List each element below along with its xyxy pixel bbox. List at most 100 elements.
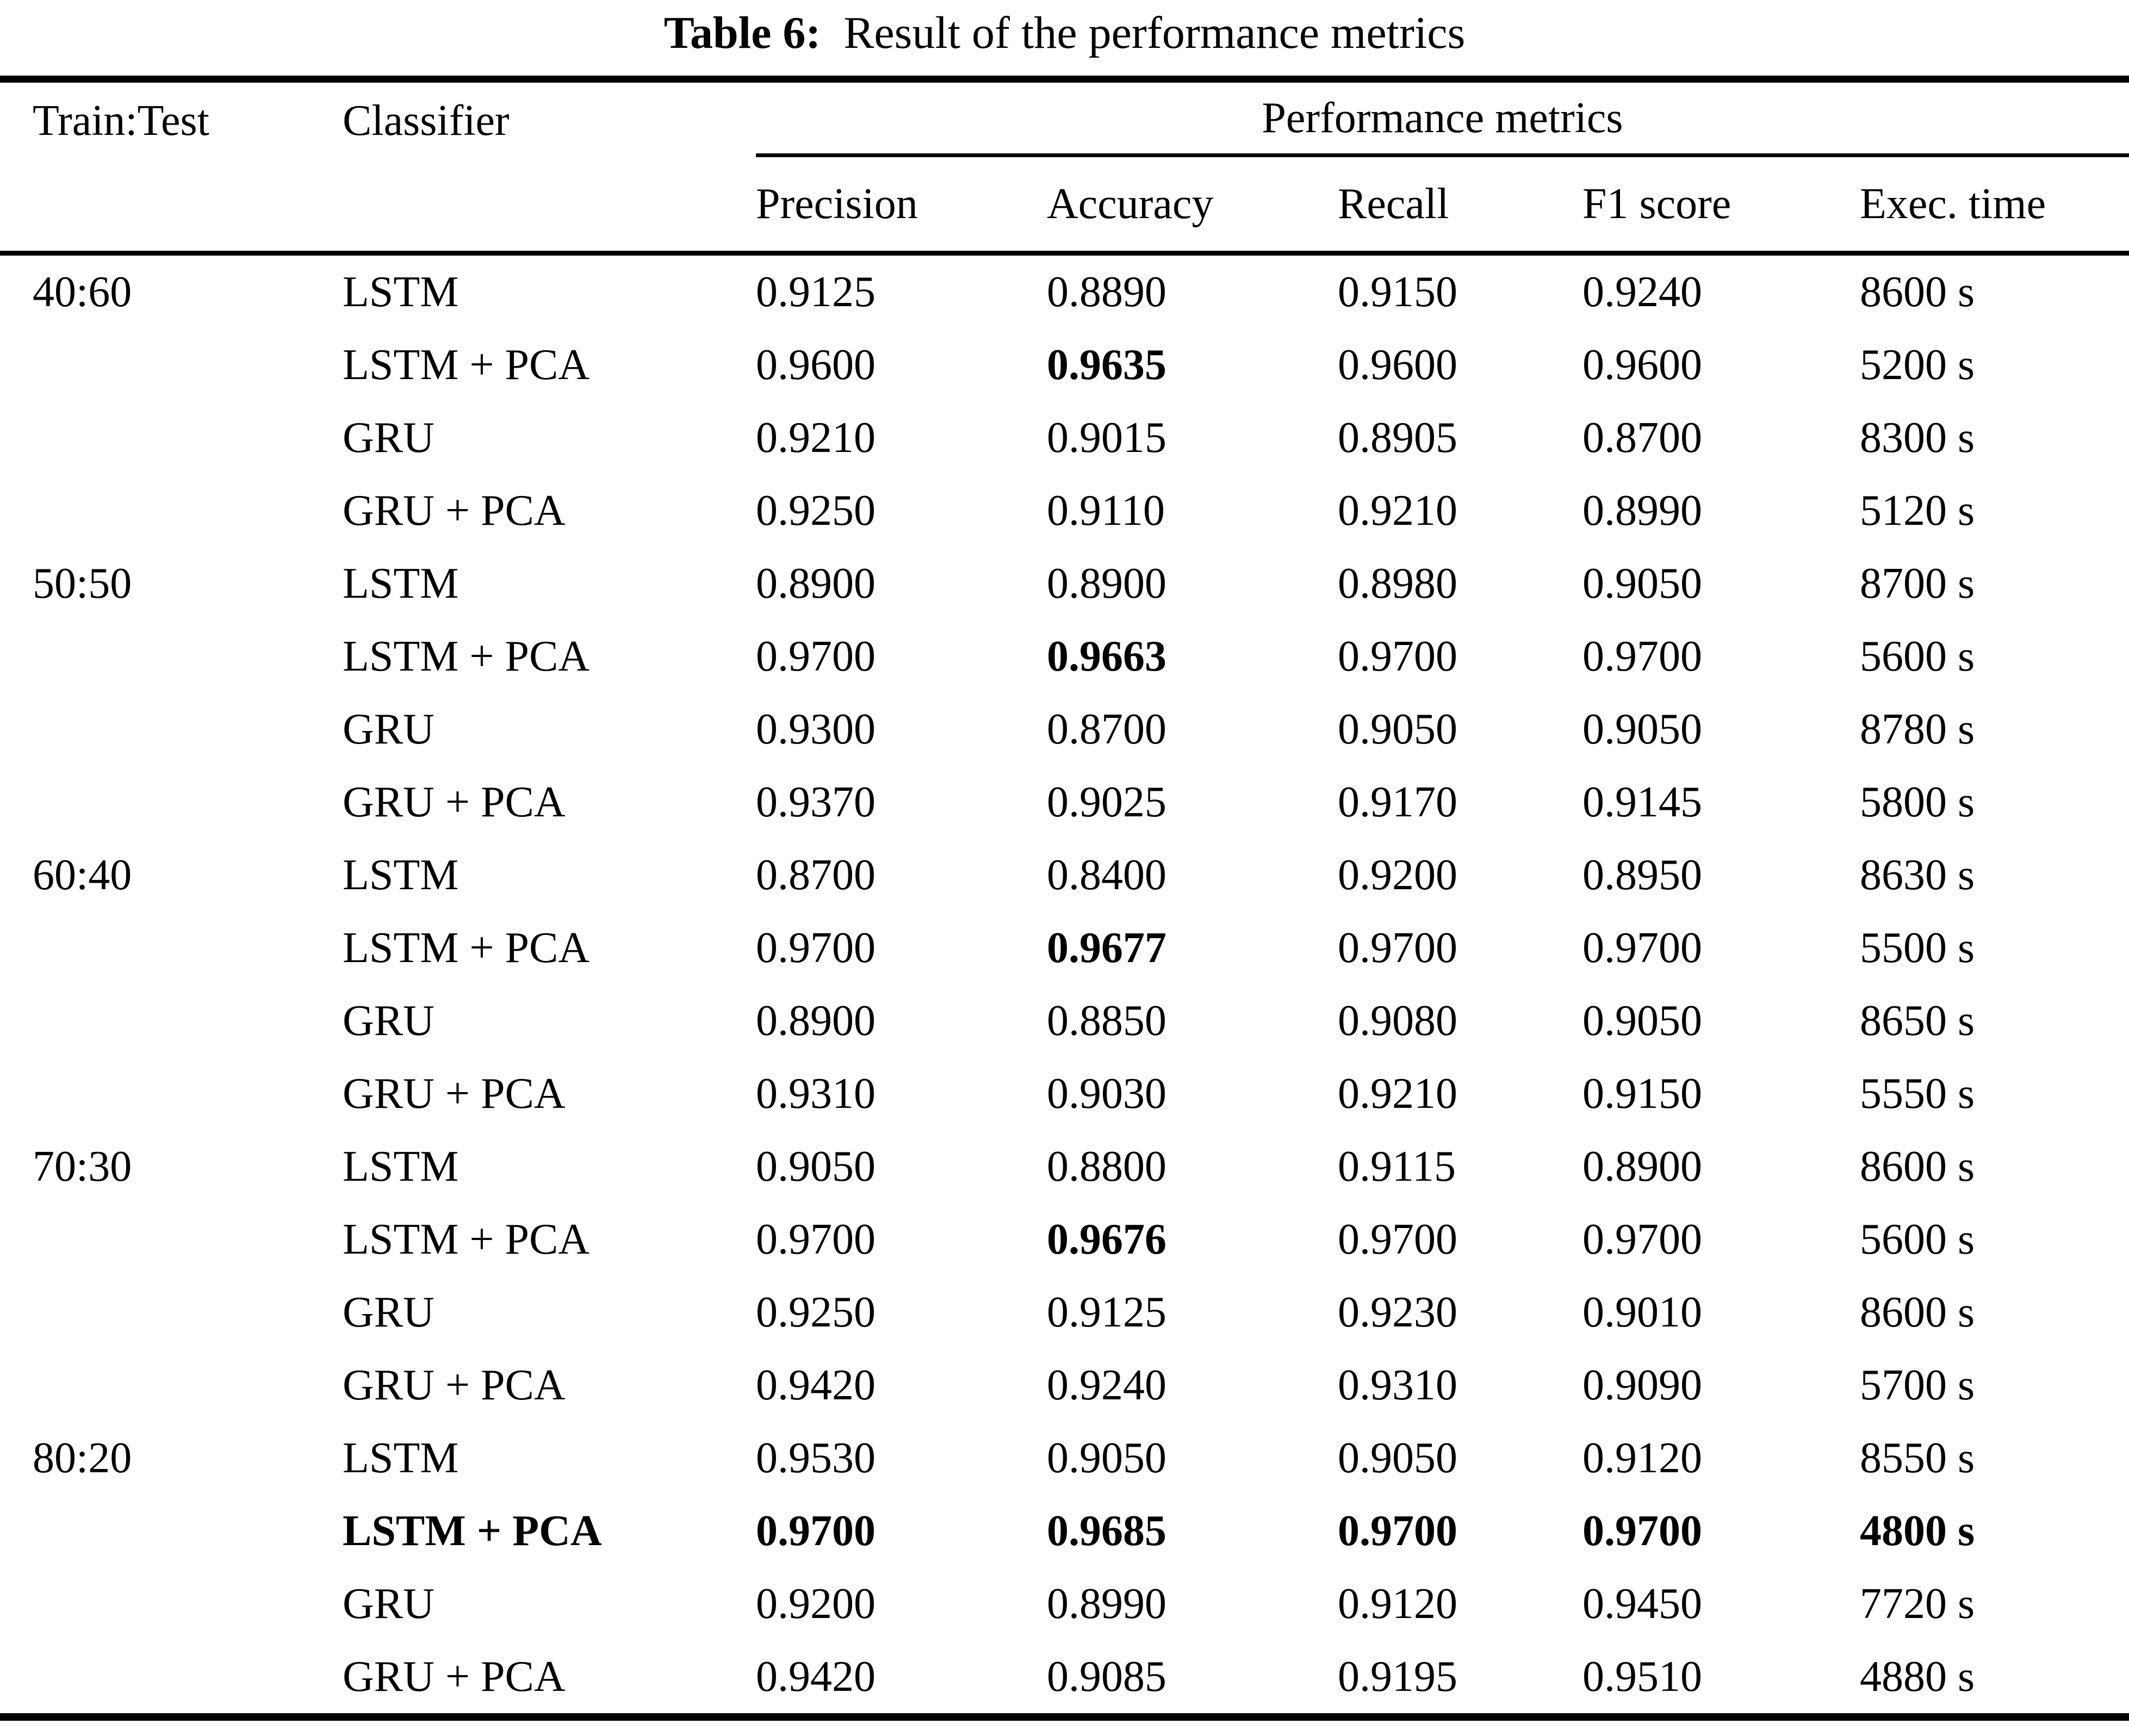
cell-recall: 0.8905	[1338, 414, 1457, 462]
cell-recall: 0.9050	[1338, 705, 1457, 753]
cell-train-test: 50:50	[33, 560, 132, 607]
cell-train-test	[0, 912, 343, 984]
cell-recall: 0.9310	[1338, 1361, 1457, 1409]
cell-train-test	[0, 1495, 343, 1567]
cell-accuracy: 0.9085	[1047, 1640, 1338, 1721]
cell-f1: 0.9090	[1582, 1361, 1702, 1409]
cell-accuracy: 0.9676	[1047, 1216, 1166, 1263]
cell-f1: 0.8990	[1582, 487, 1702, 535]
cell-accuracy: 0.9110	[1047, 487, 1165, 535]
cell-classifier: GRU + PCA	[343, 1070, 566, 1118]
col-header-f1-score: F1 score	[1582, 155, 1860, 256]
table-row: GRU 0.9210 0.9015 0.8905 0.8700 8300 s	[0, 401, 2129, 474]
cell-train-test: 40:60	[33, 268, 132, 316]
cell-f1: 0.9240	[1582, 268, 1702, 316]
header-row-metrics: Precision Accuracy Recall F1 score Exec.…	[0, 155, 2129, 256]
header-row-groups: Train:Test Classifier Performance metric…	[0, 79, 2129, 256]
cell-recall: 0.9700	[1338, 1507, 1457, 1555]
cell-f1: 0.9450	[1582, 1580, 1702, 1628]
cell-exec-time: 8600 s	[1860, 268, 1975, 316]
cell-accuracy: 0.9663	[1047, 633, 1166, 680]
cell-f1: 0.9150	[1582, 1070, 1702, 1118]
cell-f1: 0.9010	[1582, 1288, 1702, 1336]
cell-precision: 0.9700	[756, 924, 876, 972]
cell-train-test	[0, 984, 343, 1057]
cell-accuracy: 0.9685	[1047, 1507, 1166, 1555]
cell-train-test: 60:40	[33, 851, 132, 899]
table-caption-title: Result of the performance metrics	[843, 8, 1466, 58]
cell-f1: 0.9700	[1582, 1507, 1702, 1555]
cell-recall: 0.9210	[1338, 1070, 1457, 1118]
cell-classifier: LSTM	[343, 268, 459, 316]
table-row: 40:60 LSTM 0.9125 0.8890 0.9150 0.9240 8600 s	[0, 253, 2129, 329]
cell-train-test	[0, 1057, 343, 1130]
cell-exec-time: 5600 s	[1860, 633, 1975, 680]
table-row: GRU + PCA 0.9310 0.9030 0.9210 0.9150 5550 s	[0, 1057, 2129, 1130]
cell-f1: 0.9145	[1582, 778, 1702, 826]
cell-train-test: 80:20	[33, 1434, 132, 1482]
cell-precision: 0.9700	[756, 633, 876, 680]
cell-f1: 0.9700	[1582, 924, 1702, 972]
col-group-header-performance-metrics: Performance metrics	[756, 79, 2129, 157]
table-row: 60:40 LSTM 0.8700 0.8400 0.9200 0.8950 8630 s	[0, 839, 2129, 912]
performance-metrics-table: Train:Test Classifier Performance metric…	[0, 76, 2129, 1721]
cell-f1: 0.9050	[1582, 705, 1702, 753]
cell-accuracy: 0.8850	[1047, 997, 1166, 1045]
table-row: 80:20 LSTM 0.9530 0.9050 0.9050 0.9120 8550 s	[0, 1422, 2129, 1495]
cell-classifier: GRU	[343, 997, 435, 1045]
cell-exec-time: 5800 s	[1860, 778, 1975, 826]
cell-precision: 0.9200	[756, 1580, 876, 1628]
table-row: LSTM + PCA 0.9700 0.9663 0.9700 0.9700 5600 s	[0, 620, 2129, 693]
cell-train-test	[0, 401, 343, 474]
cell-recall: 0.9115	[1338, 1143, 1456, 1191]
cell-accuracy: 0.9635	[1047, 341, 1166, 389]
cell-precision: 0.9370	[756, 778, 876, 826]
table-caption-label: Table 6:	[663, 8, 821, 58]
table-row: GRU 0.9200 0.8990 0.9120 0.9450 7720 s	[0, 1567, 2129, 1640]
cell-f1: 0.8950	[1582, 851, 1702, 899]
cell-classifier: LSTM	[343, 851, 459, 899]
cell-precision: 0.8900	[756, 560, 876, 607]
cell-classifier: GRU + PCA	[343, 1361, 566, 1409]
cell-precision: 0.8700	[756, 851, 876, 899]
cell-classifier: GRU	[343, 705, 435, 753]
cell-classifier: LSTM + PCA	[343, 924, 590, 972]
cell-accuracy: 0.9050	[1047, 1434, 1166, 1482]
cell-classifier: LSTM + PCA	[343, 1507, 602, 1555]
cell-accuracy: 0.9015	[1047, 414, 1166, 462]
table-row: LSTM + PCA 0.9600 0.9635 0.9600 0.9600 5200 s	[0, 328, 2129, 401]
col-header-classifier: Classifier	[343, 79, 756, 256]
cell-classifier: GRU	[343, 1580, 435, 1628]
cell-classifier: GRU + PCA	[343, 1640, 756, 1721]
cell-recall: 0.9170	[1338, 778, 1457, 826]
cell-exec-time: 8600 s	[1860, 1143, 1975, 1191]
cell-classifier: LSTM + PCA	[343, 633, 590, 680]
cell-exec-time: 5500 s	[1860, 924, 1975, 972]
cell-classifier: LSTM	[343, 560, 459, 607]
cell-f1: 0.9700	[1582, 633, 1702, 680]
cell-exec-time: 8550 s	[1860, 1434, 1975, 1482]
cell-precision: 0.9700	[756, 1216, 876, 1263]
cell-classifier: GRU	[343, 414, 435, 462]
cell-precision: 0.9210	[756, 414, 876, 462]
cell-precision: 0.9125	[756, 268, 876, 316]
col-header-recall: Recall	[1338, 155, 1582, 256]
cell-train-test	[0, 328, 343, 401]
cell-recall: 0.9700	[1338, 1216, 1457, 1263]
col-header-train-test: Train:Test	[0, 79, 343, 256]
cell-recall: 0.9200	[1338, 851, 1457, 899]
table-row: GRU 0.9250 0.9125 0.9230 0.9010 8600 s	[0, 1276, 2129, 1349]
cell-train-test	[0, 620, 343, 693]
table-row: LSTM + PCA 0.9700 0.9685 0.9700 0.9700 4800 s	[0, 1495, 2129, 1567]
cell-accuracy: 0.8900	[1047, 560, 1166, 607]
cell-accuracy: 0.8890	[1047, 268, 1166, 316]
cell-precision: 0.9250	[756, 1288, 876, 1336]
cell-exec-time: 8600 s	[1860, 1288, 1975, 1336]
cell-recall: 0.9600	[1338, 341, 1457, 389]
cell-classifier: GRU	[343, 1288, 435, 1336]
cell-precision: 0.9250	[756, 487, 876, 535]
cell-precision: 0.9420	[756, 1361, 876, 1409]
cell-exec-time: 5550 s	[1860, 1070, 1975, 1118]
table-row: GRU + PCA 0.9420 0.9085 0.9195 0.9510 4880 s	[0, 1640, 2129, 1721]
cell-exec-time: 4800 s	[1860, 1507, 1975, 1555]
